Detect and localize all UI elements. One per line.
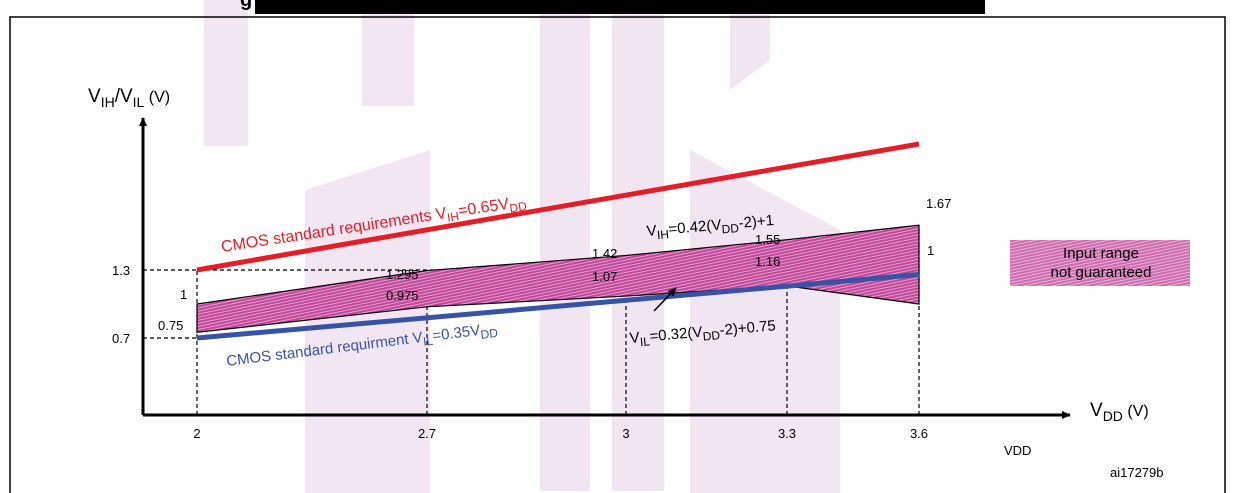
figure-frame — [9, 16, 1226, 493]
x-tick-labels: 2 2.7 3 3.3 3.6 — [193, 426, 928, 441]
watermark-shape — [362, 0, 414, 106]
point-label-vih-2: 1 — [180, 287, 187, 302]
vil-formula-label: VIL=0.32(VDD-2)+0.75 — [629, 317, 777, 350]
x-axis-caption: VDD — [1004, 443, 1031, 458]
point-label-vil-2-7: 0.975 — [386, 288, 419, 303]
point-label-vih-3: 1.42 — [592, 246, 617, 261]
vil-formula-pointer — [653, 287, 677, 312]
legend-line-2: not guaranteed — [1051, 264, 1152, 281]
point-label-vih-2-7: 1.295 — [386, 267, 419, 282]
figure-title-fragment: g — [240, 0, 252, 11]
axes — [139, 117, 1071, 419]
watermark-shape — [690, 150, 840, 493]
input-range-band — [196, 224, 920, 334]
point-label-vil-3: 1.07 — [592, 269, 617, 284]
watermark-shape — [730, 0, 770, 90]
point-label-vih-3-3: 1.55 — [755, 232, 780, 247]
cmos-vih-line — [196, 141, 920, 273]
x-tick-label-2-7: 2.7 — [418, 426, 436, 441]
y-axis-label: VIH/VIL (V) — [88, 86, 170, 110]
point-label-vil-2: 0.75 — [158, 318, 183, 333]
legend: Input range not guaranteed — [1010, 240, 1190, 286]
point-label-vil-3-3: 1.16 — [755, 254, 780, 269]
watermark-shape — [540, 0, 590, 491]
title-clip-bar — [255, 0, 985, 14]
y-tick-labels: 1.3 0.7 — [112, 263, 130, 346]
cmos-vil-line — [196, 272, 920, 341]
watermark-shape — [612, 0, 664, 491]
legend-line-1: Input range — [1063, 245, 1139, 262]
x-tick-label-2: 2 — [193, 426, 200, 441]
vih-formula-label: VIH=0.42(VDD-2)+1 — [646, 212, 775, 243]
y-tick-label-0-7: 0.7 — [112, 331, 130, 346]
x-tick-label-3: 3 — [622, 426, 629, 441]
x-tick-label-3-6: 3.6 — [910, 426, 928, 441]
point-label-vih-3-6: 1.67 — [926, 196, 951, 211]
legend-swatch — [1010, 240, 1190, 286]
watermark-shape — [204, 0, 248, 146]
x-axis-label: VDD (V) — [1090, 400, 1149, 424]
y-tick-label-1-3: 1.3 — [112, 263, 130, 278]
figure-id-label: ai17279b — [1110, 465, 1164, 480]
x-tick-label-3-3: 3.3 — [778, 426, 796, 441]
point-value-labels: 1 0.75 1.295 0.975 1.42 1.07 1.55 1.16 1… — [158, 196, 951, 333]
point-label-vil-3-6: 1 — [927, 243, 934, 258]
